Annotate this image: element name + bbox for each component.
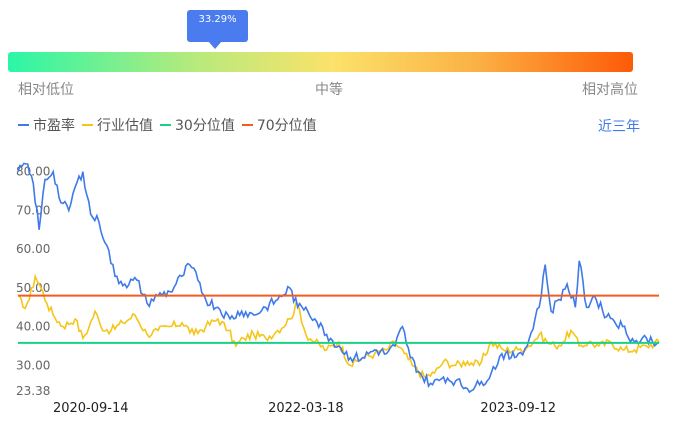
x-tick-label-2: 2023-09-12 [480, 401, 556, 416]
x-tick-label-1: 2022-03-18 [268, 401, 344, 416]
x-tick-label-0: 2020-09-14 [53, 401, 129, 416]
legend-swatch-pe [18, 124, 29, 126]
y-tick-label-1: 70.00 [16, 203, 50, 217]
y-tick-label-4: 40.00 [16, 320, 50, 334]
scale-label-high: 相对高位 [582, 82, 638, 98]
series-line-pe [17, 162, 660, 394]
y-tick-label-2: 60.00 [16, 242, 50, 256]
legend-item-p70[interactable]: 70分位值 [241, 115, 317, 135]
legend-label-p30: 30分位值 [175, 118, 235, 134]
percentile-gradient-bar [8, 52, 633, 72]
legend-item-industry[interactable]: 行业估值 [82, 115, 153, 135]
pe-chart: 80.0070.0060.0050.0040.0030.0023.382020-… [16, 162, 660, 416]
scale-label-low: 相对低位 [18, 82, 74, 98]
legend-label-pe: 市盈率 [33, 118, 75, 134]
legend-item-p30[interactable]: 30分位值 [160, 115, 235, 135]
scale-label-mid: 中等 [315, 82, 343, 98]
legend-label-p70: 70分位值 [256, 118, 317, 134]
legend-item-pe[interactable]: 市盈率 [18, 115, 75, 135]
legend-swatch-p70 [241, 124, 253, 126]
y-tick-label-0: 80.00 [16, 165, 50, 179]
percentile-value: 33.29% [198, 14, 237, 25]
percentile-tooltip: 33.29% [187, 10, 249, 49]
legend-swatch-p30 [160, 124, 171, 126]
legend-swatch-industry [82, 124, 93, 126]
time-range-button[interactable]: 近三年 [598, 119, 640, 135]
chart-legend: 市盈率 行业估值 30分位值 70分位值 [18, 116, 324, 134]
legend-label-industry: 行业估值 [97, 118, 153, 134]
y-tick-label-6: 23.38 [16, 384, 50, 398]
y-tick-label-5: 30.00 [16, 358, 50, 372]
